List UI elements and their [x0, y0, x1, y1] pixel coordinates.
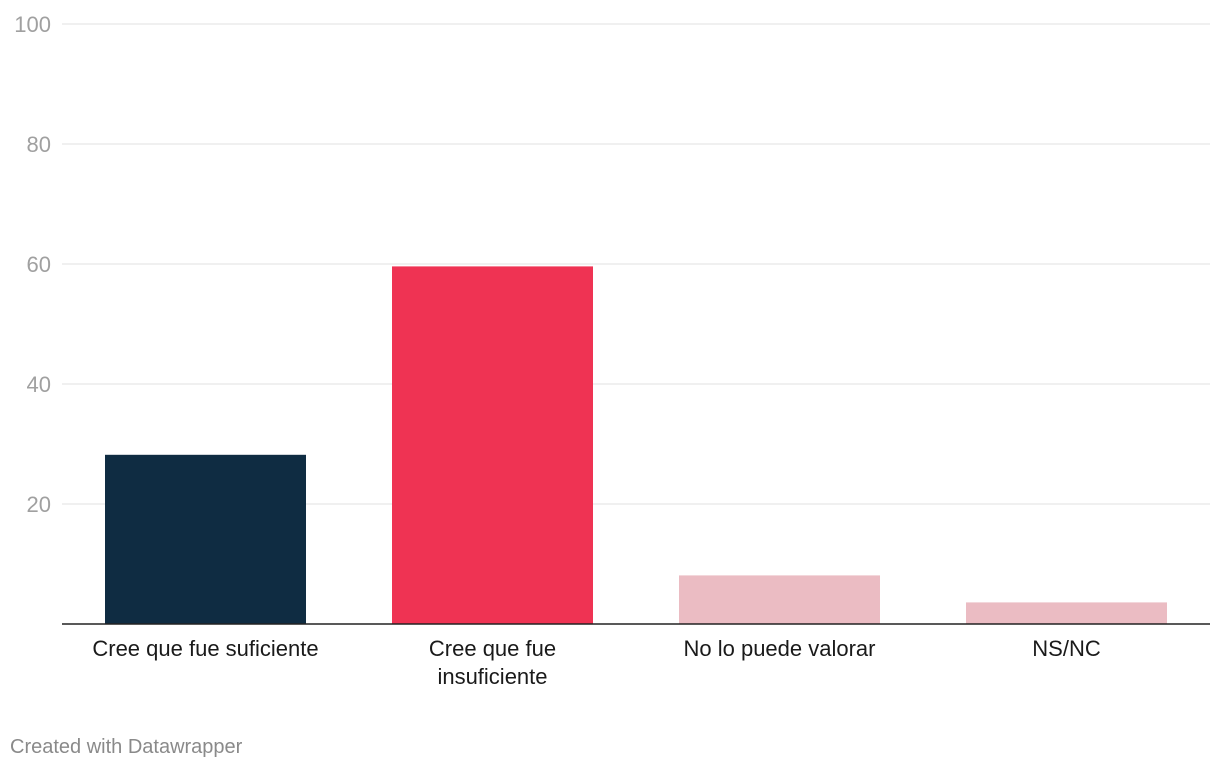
x-category-label: No lo puede valorar: [683, 636, 875, 661]
x-category-label-line: Cree que fue: [429, 636, 556, 661]
x-category-label: NS/NC: [1032, 636, 1101, 661]
bar: [105, 454, 306, 624]
y-axis-tick-labels: 20 40 60 80 100: [14, 12, 51, 517]
x-category-label: Cree que fue suficiente: [92, 636, 318, 661]
x-category-label-line: insuficiente: [437, 664, 547, 689]
bar: [679, 575, 880, 624]
datawrapper-credit: Created with Datawrapper: [10, 736, 243, 758]
y-tick-label: 20: [27, 492, 51, 517]
bar: [392, 266, 593, 624]
y-tick-label: 60: [27, 252, 51, 277]
x-axis-category-labels: Cree que fue suficiente Cree que fue insuf…: [92, 636, 1100, 689]
y-tick-label: 40: [27, 372, 51, 397]
x-category-label-line: No lo puede valorar: [683, 636, 875, 661]
x-category-label-line: NS/NC: [1032, 636, 1101, 661]
x-category-label-line: Cree que fue suficiente: [92, 636, 318, 661]
y-tick-label: 80: [27, 132, 51, 157]
bars: [105, 266, 1167, 624]
y-tick-label: 100: [14, 12, 51, 37]
gridlines: [62, 23, 1210, 505]
bar: [966, 602, 1167, 624]
x-category-label: Cree que fue insuficiente: [429, 636, 556, 689]
